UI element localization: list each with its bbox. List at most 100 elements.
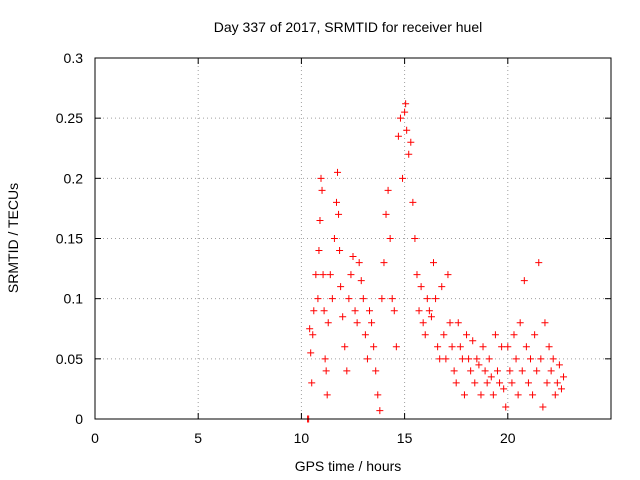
data-point (332, 198, 340, 206)
data-point (560, 373, 568, 381)
data-point (508, 379, 516, 387)
data-point (380, 259, 388, 267)
data-point (394, 132, 402, 140)
data-point (518, 367, 526, 375)
data-point (555, 361, 563, 369)
data-point (378, 295, 386, 303)
data-point (531, 331, 539, 339)
x-tick-label: 0 (91, 430, 99, 446)
data-point (341, 343, 349, 351)
data-point (321, 355, 329, 363)
data-point (326, 271, 334, 279)
data-point (306, 325, 314, 333)
y-tick-label: 0.05 (56, 351, 83, 367)
data-point (402, 100, 410, 108)
data-point (363, 355, 371, 363)
data-point (545, 343, 553, 351)
data-point (310, 307, 318, 315)
data-point (491, 331, 499, 339)
data-point (372, 367, 380, 375)
data-point (319, 271, 327, 279)
data-point (504, 343, 512, 351)
data-point (339, 313, 347, 321)
data-point (322, 367, 330, 375)
data-point (309, 331, 317, 339)
data-point (359, 295, 367, 303)
data-point (481, 367, 489, 375)
data-point (450, 367, 458, 375)
data-point (423, 295, 431, 303)
data-point (335, 210, 343, 218)
data-point (456, 343, 464, 351)
chart-title: Day 337 of 2017, SRMTID for receiver hue… (214, 19, 482, 35)
y-axis-label: SRMTID / TECUs (5, 183, 21, 293)
data-point (318, 186, 326, 194)
data-point (454, 319, 462, 327)
data-point (312, 271, 320, 279)
data-point (403, 126, 411, 134)
data-point (475, 361, 483, 369)
data-point (355, 259, 363, 267)
data-point (421, 331, 429, 339)
data-point (320, 307, 328, 315)
data-point (366, 307, 374, 315)
data-point (487, 373, 495, 381)
data-point (541, 319, 549, 327)
data-point (510, 331, 518, 339)
axis-ticks: 0 5 10 15 20 0 0.05 0.1 0.15 0.2 0.25 0.3 (56, 50, 611, 446)
data-point (485, 355, 493, 363)
y-tick-label: 0 (75, 411, 83, 427)
data-point (446, 319, 454, 327)
data-point (336, 247, 344, 255)
data-point (417, 283, 425, 291)
data-point (469, 337, 477, 345)
y-tick-label: 0.2 (64, 170, 84, 186)
data-point (512, 355, 520, 363)
data-point (498, 343, 506, 351)
data-point (361, 331, 369, 339)
x-tick-label: 20 (500, 430, 516, 446)
x-tick-label: 15 (397, 430, 413, 446)
data-point (539, 403, 547, 411)
data-point (496, 379, 504, 387)
data-point (522, 343, 530, 351)
data-point (307, 349, 315, 357)
data-point (460, 391, 468, 399)
data-point (553, 379, 561, 387)
data-point (444, 271, 452, 279)
data-point (409, 198, 417, 206)
data-point (401, 108, 409, 116)
data-point (353, 319, 361, 327)
data-point (345, 295, 353, 303)
data-point (399, 174, 407, 182)
data-point (347, 271, 355, 279)
data-point (438, 283, 446, 291)
data-point (471, 379, 479, 387)
data-point (520, 277, 528, 285)
data-point (419, 319, 427, 327)
data-point (465, 355, 473, 363)
data-point (483, 379, 491, 387)
data-point (308, 379, 316, 387)
data-point (368, 319, 376, 327)
data-point (370, 343, 378, 351)
data-point (376, 407, 384, 415)
y-tick-label: 0.3 (64, 50, 84, 66)
data-point (527, 355, 535, 363)
data-point (343, 367, 351, 375)
x-tick-label: 5 (194, 430, 202, 446)
data-point (436, 355, 444, 363)
data-point (442, 355, 450, 363)
x-tick-label: 10 (294, 430, 310, 446)
data-point (458, 355, 466, 363)
y-tick-label: 0.25 (56, 110, 83, 126)
data-point (337, 283, 345, 291)
data-point (388, 295, 396, 303)
data-point (425, 307, 433, 315)
data-point (493, 367, 501, 375)
x-axis-label: GPS time / hours (295, 458, 402, 474)
data-point (535, 259, 543, 267)
data-point (349, 253, 357, 261)
data-point (440, 331, 448, 339)
data-point (374, 391, 382, 399)
